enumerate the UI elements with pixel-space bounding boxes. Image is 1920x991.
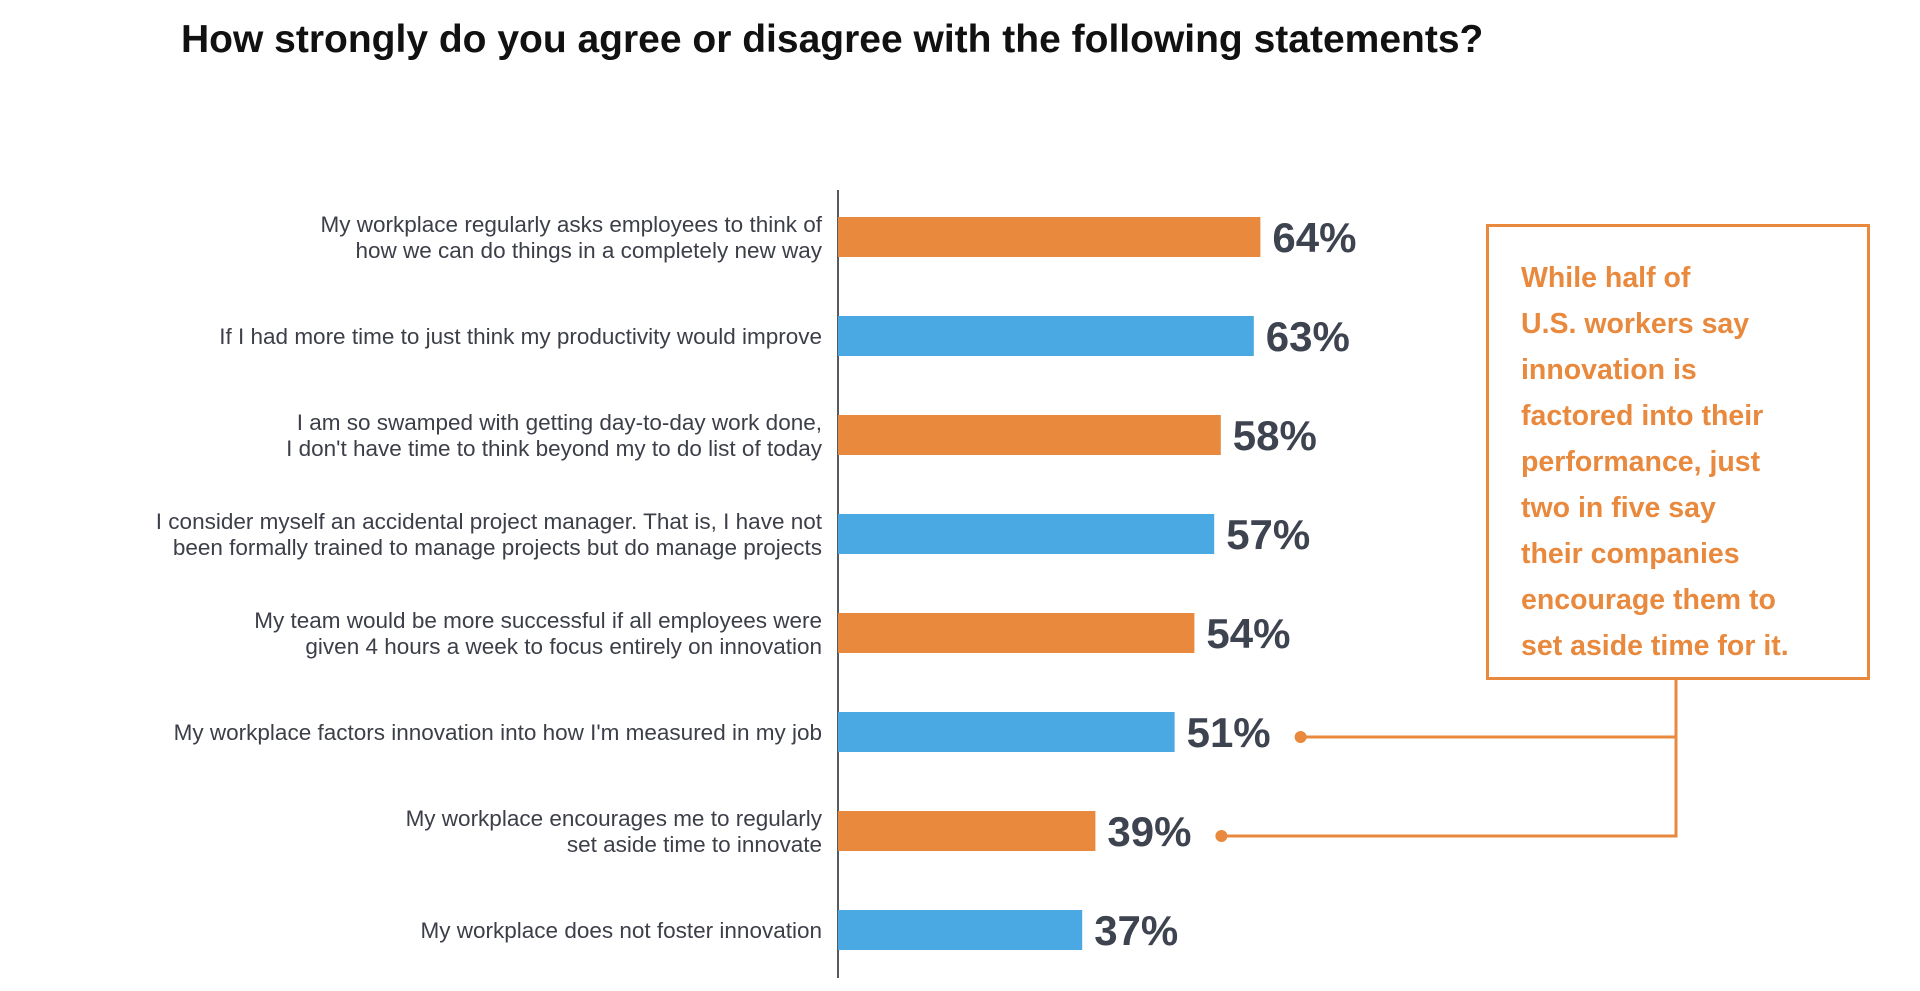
category-label-8-line-1: My workplace does not foster innovation (421, 918, 822, 943)
category-label-7: My workplace encourages me to regularly s… (406, 806, 823, 857)
bar-4 (838, 514, 1215, 554)
value-label-6: 51% (1187, 709, 1271, 756)
category-label-8: My workplace does not foster innovation (421, 918, 822, 943)
category-label-3: I am so swamped with getting day-to-day … (286, 410, 823, 461)
annotation-callout-text: While half of U.S. workers say innovatio… (1521, 262, 1789, 662)
category-label-1-line-2: how we can do things in a completely new… (355, 238, 822, 263)
bar-3 (838, 415, 1221, 455)
category-label-5-line-2: given 4 hours a week to focus entirely o… (305, 634, 822, 659)
value-label-7: 39% (1107, 808, 1191, 855)
bar-7 (838, 811, 1096, 851)
chart-title: How strongly do you agree or disagree wi… (181, 18, 1484, 61)
annotation-callout-box: While half of U.S. workers say innovatio… (1486, 224, 1870, 680)
category-label-3-line-1: I am so swamped with getting day-to-day … (297, 410, 822, 435)
category-label-6-line-1: My workplace factors innovation into how… (174, 720, 822, 745)
category-label-7-line-2: set aside time to innovate (567, 832, 822, 857)
category-label-1: My workplace regularly asks employees to… (321, 212, 823, 263)
value-label-1: 64% (1272, 214, 1356, 261)
value-label-4: 57% (1226, 511, 1310, 558)
bar-6 (838, 712, 1175, 752)
category-label-7-line-1: My workplace encourages me to regularly (406, 806, 823, 831)
bar-8 (838, 910, 1083, 950)
category-label-3-line-2: I don't have time to think beyond my to … (286, 436, 823, 461)
bar-2 (838, 316, 1254, 356)
category-label-4: I consider myself an accidental project … (156, 509, 823, 560)
bar-1 (838, 217, 1261, 257)
value-label-3: 58% (1233, 412, 1317, 459)
value-label-2: 63% (1266, 313, 1350, 360)
value-label-5: 54% (1206, 610, 1290, 657)
category-label-6: My workplace factors innovation into how… (174, 720, 822, 745)
category-label-1-line-1: My workplace regularly asks employees to… (321, 212, 823, 237)
bar-5 (838, 613, 1195, 653)
category-label-5: My team would be more successful if all … (254, 608, 822, 659)
value-label-8: 37% (1094, 907, 1178, 954)
category-label-4-line-1: I consider myself an accidental project … (156, 509, 823, 534)
category-label-4-line-2: been formally trained to manage projects… (173, 535, 822, 560)
category-label-2-line-1: If I had more time to just think my prod… (219, 324, 822, 349)
category-label-2: If I had more time to just think my prod… (219, 324, 822, 349)
category-label-5-line-1: My team would be more successful if all … (254, 608, 822, 633)
